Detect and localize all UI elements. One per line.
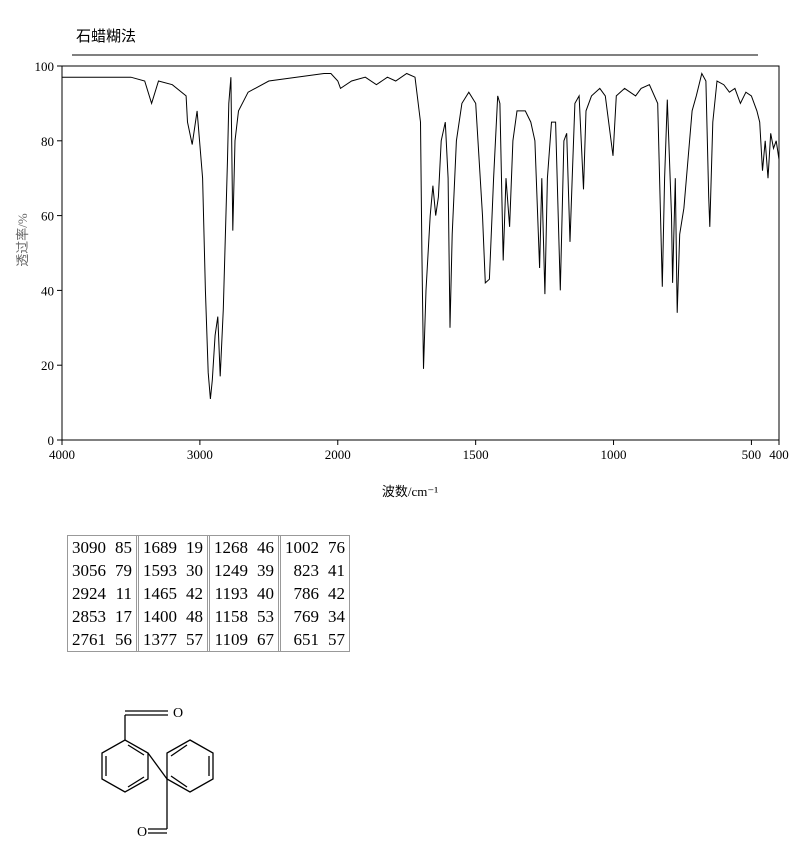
- peak-cell: 651 57: [278, 628, 349, 651]
- peak-cell: 1249 39: [207, 559, 278, 582]
- transmittance: 41: [328, 561, 345, 580]
- wavenumber: 786: [293, 584, 320, 603]
- y-tick-label: 80: [41, 134, 54, 149]
- peak-cell: 2761 56: [68, 628, 136, 651]
- peak-cell: 769 34: [278, 605, 349, 628]
- atom-label: O: [137, 825, 147, 840]
- wavenumber: 1249: [214, 561, 248, 580]
- y-tick-label: 60: [41, 209, 54, 224]
- wavenumber: 651: [293, 630, 320, 649]
- wavenumber: 823: [293, 561, 320, 580]
- peak-cell: 2853 17: [68, 605, 136, 628]
- wavenumber: 2761: [72, 630, 106, 649]
- wavenumber: 1002: [285, 538, 319, 557]
- x-tick-label: 1500: [463, 447, 489, 462]
- y-tick-label: 100: [35, 59, 55, 74]
- x-tick-label: 4000: [49, 447, 75, 462]
- transmittance: 53: [257, 607, 274, 626]
- peak-cell: 2924 11: [68, 582, 136, 605]
- plot-frame: [61, 65, 780, 441]
- peak-table: 3090 85 1689 19 1268 46 1002 76 3056 79 1593 30 1249…: [67, 535, 350, 652]
- peak-cell: 1377 57: [136, 628, 207, 651]
- y-tick-label: 0: [48, 433, 55, 448]
- spectrum-line: [62, 72, 780, 399]
- transmittance: 76: [328, 538, 345, 557]
- peak-cell: 1268 46: [207, 536, 278, 559]
- x-axis-label: 波数/cm⁻¹: [382, 484, 438, 499]
- transmittance: 48: [186, 607, 203, 626]
- table-row: 2761 56 1377 57 1109 67 651 57: [68, 628, 349, 651]
- peak-cell: 1689 19: [136, 536, 207, 559]
- table-row: 3090 85 1689 19 1268 46 1002 76: [68, 536, 349, 559]
- chart-title: 石蜡糊法: [76, 28, 136, 45]
- wavenumber: 1593: [143, 561, 177, 580]
- wavenumber: 769: [293, 607, 320, 626]
- transmittance: 40: [257, 584, 274, 603]
- transmittance: 11: [115, 584, 132, 603]
- transmittance: 34: [328, 607, 345, 626]
- transmittance: 85: [115, 538, 132, 557]
- table-row: 2853 17 1400 48 1158 53 769 34: [68, 605, 349, 628]
- peak-cell: 1158 53: [207, 605, 278, 628]
- table-row: 3056 79 1593 30 1249 39 823 41: [68, 559, 349, 582]
- y-axis-label: 透过率/%: [15, 213, 30, 267]
- transmittance: 67: [257, 630, 274, 649]
- transmittance: 42: [328, 584, 345, 603]
- transmittance: 56: [115, 630, 132, 649]
- x-tick-label: 3000: [187, 447, 213, 462]
- transmittance: 79: [115, 561, 132, 580]
- x-tick-label: 500: [742, 447, 762, 462]
- transmittance: 57: [328, 630, 345, 649]
- wavenumber: 3090: [72, 538, 106, 557]
- peak-cell: 786 42: [278, 582, 349, 605]
- transmittance: 30: [186, 561, 203, 580]
- wavenumber: 2924: [72, 584, 106, 603]
- wavenumber: 1268: [214, 538, 248, 557]
- structure: O O: [101, 706, 214, 840]
- x-tick-label: 1000: [601, 447, 627, 462]
- peak-cell: 1465 42: [136, 582, 207, 605]
- wavenumber: 3056: [72, 561, 106, 580]
- wavenumber: 1400: [143, 607, 177, 626]
- wavenumber: 1689: [143, 538, 177, 557]
- peak-cell: 1593 30: [136, 559, 207, 582]
- atom-label: O: [173, 706, 183, 721]
- transmittance: 42: [186, 584, 203, 603]
- transmittance: 39: [257, 561, 274, 580]
- peak-cell: 3056 79: [68, 559, 136, 582]
- wavenumber: 1109: [214, 630, 248, 649]
- wavenumber: 1193: [214, 584, 248, 603]
- transmittance: 46: [257, 538, 274, 557]
- peak-cell: 1002 76: [278, 536, 349, 559]
- peak-cell: 1400 48: [136, 605, 207, 628]
- peak-cell: 1193 40: [207, 582, 278, 605]
- x-tick-label: 400: [769, 447, 789, 462]
- y-tick-label: 40: [41, 283, 54, 298]
- transmittance: 19: [186, 538, 203, 557]
- wavenumber: 1465: [143, 584, 177, 603]
- wavenumber: 1158: [214, 607, 248, 626]
- chart: 石蜡糊法 波数/cm⁻¹ 透过率/% 0 20 40 60 80 100 4000 3000 2…: [15, 28, 789, 499]
- wavenumber: 2853: [72, 607, 106, 626]
- y-tick-label: 20: [41, 358, 54, 373]
- peak-cell: 3090 85: [68, 536, 136, 559]
- peak-cell: 1109 67: [207, 628, 278, 651]
- x-tick-label: 2000: [325, 447, 351, 462]
- peak-cell: 823 41: [278, 559, 349, 582]
- transmittance: 57: [186, 630, 203, 649]
- transmittance: 17: [115, 607, 132, 626]
- table-row: 2924 11 1465 42 1193 40 786 42: [68, 582, 349, 605]
- wavenumber: 1377: [143, 630, 177, 649]
